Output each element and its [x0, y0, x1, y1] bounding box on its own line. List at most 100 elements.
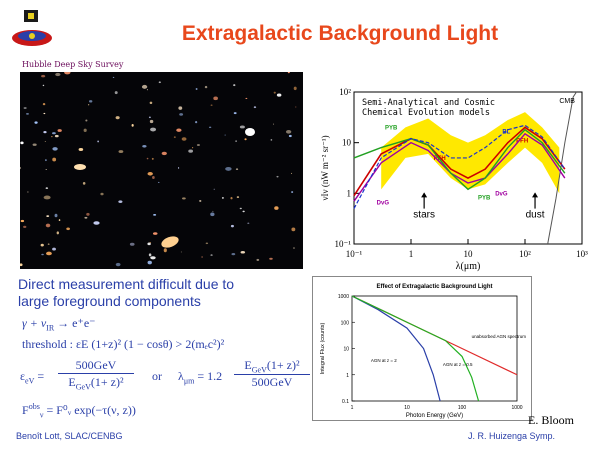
- stars-arrow-head: [421, 192, 428, 198]
- dust-arrow-head: [532, 192, 539, 198]
- galaxy: [225, 166, 232, 171]
- eq4-num-sub: GeV: [251, 365, 267, 375]
- galaxy: [45, 187, 49, 190]
- galaxy-field: [20, 72, 297, 267]
- galaxy: [158, 181, 160, 184]
- galaxy: [84, 216, 88, 219]
- equation-threshold: threshold : εE (1+z)² (1 − cosθ) > 2(mₑc…: [22, 337, 224, 352]
- eq1-rhs: → e⁺e⁻: [54, 316, 96, 330]
- y-axis-label: νIν (nW m⁻² sr⁻¹): [320, 135, 330, 200]
- eq2-text: threshold : εE (1+z)² (1 − cosθ) > 2(mₑc…: [22, 337, 225, 351]
- stars-label: stars: [413, 210, 435, 221]
- galaxy: [51, 136, 53, 138]
- galaxy: [45, 169, 47, 170]
- galaxy: [42, 102, 46, 106]
- ebl-absorption-chart: Effect of Extragalactic Background Light…: [312, 276, 532, 421]
- eq3-numerator: 500GeV: [58, 358, 134, 374]
- y-tick-label: 1000: [338, 294, 349, 300]
- y-tick-label: 1: [346, 373, 349, 379]
- galaxy: [178, 167, 180, 169]
- galaxy: [150, 127, 157, 132]
- galaxy: [43, 112, 46, 115]
- galaxy: [45, 223, 51, 228]
- chart-title-line1: Semi-Analytical and Cosmic: [362, 98, 495, 108]
- cmb-curve: [547, 91, 577, 245]
- x-tick-label: 1: [409, 249, 414, 259]
- galaxy-large: [74, 164, 86, 170]
- galaxy: [32, 143, 37, 146]
- y-tick-label: 0.1: [342, 399, 349, 405]
- direct-measurement-text: Direct measurement difficult due to larg…: [18, 276, 308, 310]
- x-axis-label: Photon Energy (GeV): [406, 413, 463, 419]
- galaxy: [158, 81, 161, 84]
- galaxy: [54, 134, 59, 138]
- galaxy: [235, 140, 237, 143]
- eq3-lhs: ε: [20, 369, 26, 383]
- galaxy: [23, 107, 27, 109]
- galaxy: [179, 113, 184, 116]
- galaxy: [269, 257, 273, 260]
- galaxy: [224, 134, 226, 136]
- x-tick-label: 10²: [519, 249, 531, 259]
- galaxy: [114, 91, 118, 95]
- galaxy: [47, 243, 50, 245]
- galaxy: [86, 212, 90, 216]
- galaxy: [23, 225, 27, 228]
- galaxy: [141, 84, 148, 89]
- y-axis-label: Integral Flux (counts): [320, 323, 326, 375]
- image-background: [20, 72, 303, 269]
- galaxy: [290, 172, 293, 174]
- galaxy: [151, 157, 154, 160]
- dust-label: dust: [526, 210, 545, 221]
- galaxy: [213, 96, 218, 101]
- y-tick-label: 10: [342, 138, 352, 148]
- y-tick-label: 1: [347, 188, 352, 198]
- eq4-num: E: [244, 358, 252, 372]
- eq3-den-sub: GeV: [75, 382, 91, 392]
- galaxy: [231, 253, 236, 256]
- eq5-rhs: = F⁰ᵥ exp(−τ(ν, z)): [43, 403, 136, 417]
- galaxy: [148, 253, 152, 257]
- galaxy: [58, 219, 61, 222]
- galaxy: [41, 253, 44, 256]
- series-label-z05: AGN at z = 0.5: [443, 362, 473, 367]
- galaxy-large: [245, 128, 255, 136]
- galaxy: [100, 192, 104, 196]
- eq-or: or: [152, 369, 162, 383]
- galaxy: [247, 222, 250, 224]
- galaxy: [44, 140, 46, 143]
- series-label-unabsorbed: unabsorbed AGN spectrum: [472, 334, 527, 339]
- galaxy: [131, 124, 134, 127]
- galaxy: [288, 134, 292, 138]
- galaxy: [210, 212, 215, 217]
- galaxy: [26, 113, 29, 115]
- hubble-deep-field-image: [20, 72, 303, 269]
- galaxy: [199, 200, 202, 202]
- equation-pair-production: γ + νIR → e⁺e⁻: [22, 316, 95, 332]
- equation-energy: εeV = 500GeV EGeV(1+ z)² or λμm = 1.2 EG…: [20, 358, 310, 394]
- galaxy: [83, 128, 87, 132]
- eq3-den-rest: (1+ z)²: [90, 375, 124, 389]
- galaxy: [43, 195, 51, 200]
- equation-flux: Fobsν = F⁰ᵥ exp(−τ(ν, z)): [22, 402, 136, 419]
- credit-e-bloom: E. Bloom: [528, 413, 575, 427]
- series-label-z2: AGN at z = 2: [371, 358, 397, 363]
- author-footer: Benoît Lott, SLAC/CENBG: [16, 431, 123, 441]
- eq1-lhs: γ + ν: [22, 316, 47, 330]
- galaxy: [230, 196, 233, 200]
- galaxy: [20, 263, 23, 267]
- galaxy: [291, 227, 296, 232]
- galaxy: [274, 206, 279, 210]
- galaxy: [150, 256, 156, 260]
- galaxy: [115, 262, 121, 267]
- galaxy: [54, 213, 58, 218]
- x-tick-label: 100: [458, 405, 467, 411]
- galaxy: [115, 116, 120, 120]
- galaxy: [52, 247, 56, 251]
- galaxy: [45, 159, 47, 162]
- series-label-dvg: DvG: [495, 192, 508, 198]
- galaxy: [149, 119, 154, 124]
- galaxy: [112, 76, 115, 78]
- x-tick-label: 10³: [576, 249, 588, 259]
- eq4-num-rest: (1+ z)²: [266, 358, 300, 372]
